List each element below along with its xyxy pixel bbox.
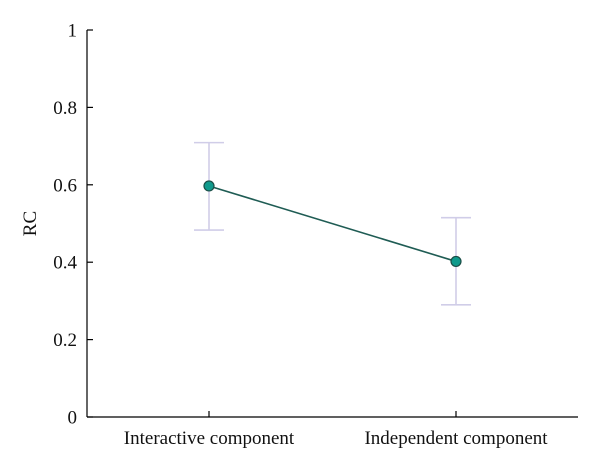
y-tick-label: 1 — [68, 21, 78, 42]
y-axis-label: RC — [20, 211, 41, 236]
y-ticks: 0 0.2 0.4 0.6 0.8 1 — [53, 21, 93, 429]
series-line — [208, 185, 457, 263]
series — [203, 180, 462, 268]
axes — [86, 30, 578, 418]
data-point — [203, 180, 215, 192]
x-ticks: Interactive component Independent compone… — [124, 411, 548, 449]
data-point — [450, 255, 462, 268]
y-tick-label: 0.4 — [53, 253, 77, 274]
y-tick-label: 0.2 — [53, 330, 77, 351]
y-tick-label: 0 — [68, 408, 78, 429]
x-tick-label: Independent component — [364, 428, 548, 449]
x-tick-label: Interactive component — [124, 428, 295, 449]
y-tick-label: 0.8 — [53, 98, 77, 119]
y-tick-label: 0.6 — [53, 175, 77, 196]
